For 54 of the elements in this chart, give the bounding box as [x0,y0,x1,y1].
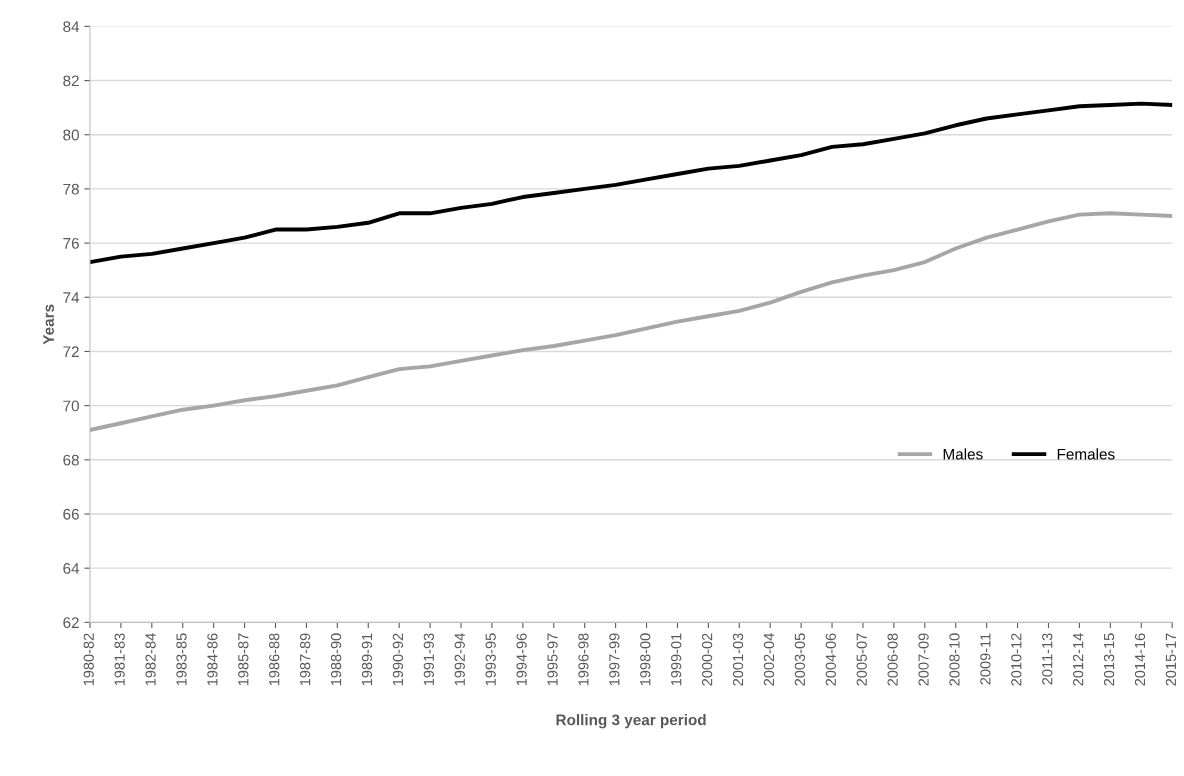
x-tick-label: 1988-90 [330,633,342,686]
x-tick-label: 2005-07 [856,633,867,686]
x-tick-label: 2000-02 [701,633,713,686]
y-tick-label: 74 [63,292,80,303]
y-tick-label: 68 [63,454,79,466]
x-tick-label: 1984-86 [207,633,218,686]
y-tick-label: 72 [63,346,79,357]
x-tick-label: 1983-85 [176,633,187,686]
x-tick-label: 2015-17 [1165,633,1177,686]
x-tick-label: 1981-83 [114,633,125,686]
y-tick-label: 78 [63,183,79,195]
x-tick-label: 1990-92 [392,633,404,686]
y-tick-label: 76 [63,237,79,249]
x-tick-label: 1987-89 [300,633,311,686]
y-tick-label: 66 [63,508,79,520]
x-tick-label: 2011-13 [1042,633,1053,685]
x-tick-label: 2014-16 [1134,633,1146,686]
y-tick-label: 80 [63,129,79,141]
x-tick-label: 2010-12 [1011,633,1022,686]
line-series [89,101,1173,265]
x-tick-label: 1999-01 [671,633,682,686]
x-tick-label: 2001-03 [732,633,744,686]
y-tick-label: 64 [63,563,80,574]
x-tick-label: 1994-96 [516,633,527,686]
x-tick-label: 2004-06 [825,633,836,686]
y-axis-title: Years [43,304,54,345]
x-tick-label: 2013-15 [1103,633,1115,686]
x-tick-label: 1997-99 [609,633,620,686]
x-tick-label: 1980-82 [83,633,94,686]
x-tick-label: 2003-05 [794,633,806,686]
x-tick-label: 1991-93 [423,633,435,686]
x-tick-label: 1989-91 [361,633,373,686]
x-tick-label: 1995-97 [547,633,558,686]
x-tick-label: 2012-14 [1072,633,1084,686]
x-axis-title: Rolling 3 year period [556,714,706,729]
x-tick-label: 2009-11 [980,633,991,685]
x-tick-label: 1985-87 [238,633,249,686]
line-series [89,211,1173,432]
y-tick-label: 82 [63,75,79,87]
x-tick-label: 2002-04 [763,633,775,686]
y-tick-label: 62 [63,617,79,629]
x-tick-label: 1998-00 [640,633,651,686]
y-tick-label: 84 [63,21,80,33]
legend-label: Males [943,448,983,460]
x-tick-label: 1986-88 [269,633,280,686]
y-tick-label: 70 [63,400,79,412]
x-tick-label: 1982-84 [145,633,156,686]
x-tick-label: 2008-10 [949,633,960,686]
x-tick-label: 1993-95 [485,633,496,686]
x-tick-label: 2007-09 [918,633,929,686]
x-tick-label: 1996-98 [578,633,589,686]
x-tick-label: 1992-94 [454,633,465,686]
x-tick-label: 2006-08 [887,633,898,686]
legend-label: Females [1057,448,1115,460]
